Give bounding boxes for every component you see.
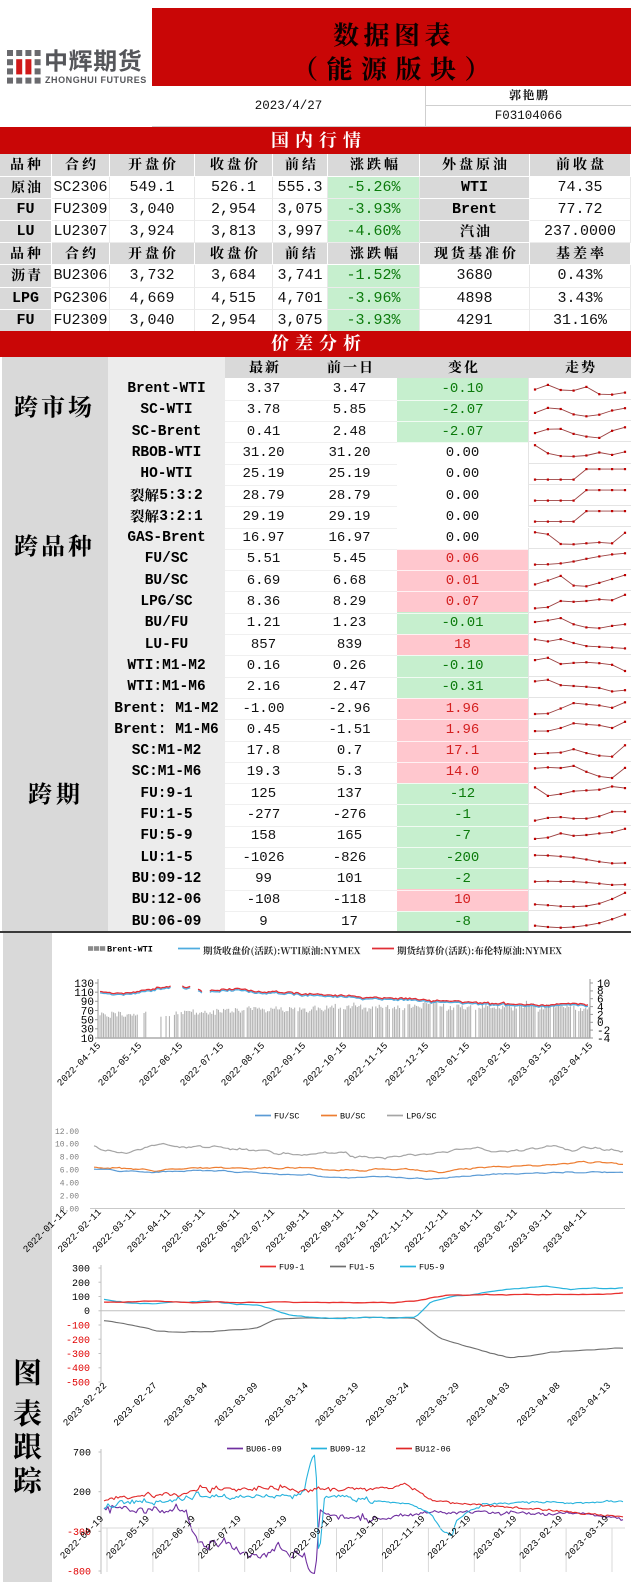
svg-text:LPG/SC: LPG/SC bbox=[406, 1112, 437, 1122]
svg-text:4.00: 4.00 bbox=[60, 1180, 79, 1189]
svg-text:2022-08-19: 2022-08-19 bbox=[242, 1513, 290, 1561]
svg-text:6.00: 6.00 bbox=[60, 1167, 79, 1176]
svg-text:FU9-1: FU9-1 bbox=[279, 1263, 305, 1273]
svg-text:FU/SC: FU/SC bbox=[274, 1112, 300, 1122]
svg-text:2023-03-24: 2023-03-24 bbox=[363, 1380, 411, 1428]
svg-text:10: 10 bbox=[81, 1034, 94, 1046]
svg-text:12.00: 12.00 bbox=[55, 1128, 79, 1137]
svg-text:-100: -100 bbox=[66, 1322, 90, 1333]
svg-text:2022-05-19: 2022-05-19 bbox=[104, 1513, 152, 1561]
svg-text:10.00: 10.00 bbox=[55, 1141, 79, 1150]
svg-text:2022-07-19: 2022-07-19 bbox=[196, 1513, 244, 1561]
svg-text:100: 100 bbox=[72, 1293, 90, 1304]
svg-text:2023-01-19: 2023-01-19 bbox=[471, 1513, 519, 1561]
svg-text:8.00: 8.00 bbox=[60, 1154, 79, 1163]
svg-text:2022-12-19: 2022-12-19 bbox=[425, 1513, 473, 1561]
svg-text:2: 2 bbox=[597, 1010, 604, 1022]
svg-text:0: 0 bbox=[84, 1307, 90, 1318]
svg-text:2023-04-03: 2023-04-03 bbox=[464, 1380, 512, 1428]
svg-text:-300: -300 bbox=[66, 1350, 90, 1361]
svg-text:BU09-12: BU09-12 bbox=[330, 1445, 366, 1455]
svg-text:2023-03-09: 2023-03-09 bbox=[212, 1380, 260, 1428]
svg-text:2022-11-19: 2022-11-19 bbox=[379, 1513, 427, 1561]
svg-text:50: 50 bbox=[81, 1016, 94, 1028]
svg-text:2023-04-15: 2023-04-15 bbox=[547, 1040, 595, 1088]
svg-text:Brent-WTI: Brent-WTI bbox=[107, 945, 153, 955]
svg-text:2022-10-19: 2022-10-19 bbox=[334, 1513, 382, 1561]
svg-text:2023-03-04: 2023-03-04 bbox=[162, 1380, 210, 1428]
svg-text:70: 70 bbox=[81, 1006, 94, 1018]
svg-text:4: 4 bbox=[597, 1002, 604, 1014]
svg-text:110: 110 bbox=[74, 988, 94, 1000]
svg-text:BU/SC: BU/SC bbox=[340, 1112, 366, 1122]
svg-text:2023-03-19: 2023-03-19 bbox=[563, 1513, 611, 1561]
svg-text:700: 700 bbox=[73, 1449, 91, 1460]
svg-text:2022-09-19: 2022-09-19 bbox=[288, 1513, 336, 1561]
svg-text:2023-02-19: 2023-02-19 bbox=[517, 1513, 565, 1561]
svg-text:2022-04-19: 2022-04-19 bbox=[58, 1513, 106, 1561]
svg-text:2.00: 2.00 bbox=[60, 1192, 79, 1201]
svg-text:0.00: 0.00 bbox=[60, 1205, 79, 1214]
svg-text:200: 200 bbox=[73, 1488, 91, 1499]
svg-text:2023-04-13: 2023-04-13 bbox=[565, 1380, 613, 1428]
svg-text:2023-02-27: 2023-02-27 bbox=[111, 1380, 159, 1428]
svg-text:-800: -800 bbox=[67, 1568, 91, 1579]
svg-text:10: 10 bbox=[597, 979, 610, 991]
svg-text:-2: -2 bbox=[597, 1026, 610, 1038]
svg-text:-400: -400 bbox=[66, 1364, 90, 1375]
svg-text:6: 6 bbox=[597, 995, 604, 1007]
svg-text:-200: -200 bbox=[66, 1336, 90, 1347]
svg-text:30: 30 bbox=[81, 1025, 94, 1037]
svg-text:2023-04-08: 2023-04-08 bbox=[515, 1380, 563, 1428]
svg-text:0: 0 bbox=[597, 1018, 604, 1030]
svg-text:-300: -300 bbox=[67, 1528, 91, 1539]
svg-text:90: 90 bbox=[81, 997, 94, 1009]
svg-text:BU06-09: BU06-09 bbox=[246, 1445, 282, 1455]
svg-text:FU1-5: FU1-5 bbox=[349, 1263, 375, 1273]
svg-text:200: 200 bbox=[72, 1279, 90, 1290]
svg-text:-4: -4 bbox=[597, 1034, 611, 1046]
svg-text:FU5-9: FU5-9 bbox=[419, 1263, 445, 1273]
svg-text:2022-06-19: 2022-06-19 bbox=[150, 1513, 198, 1561]
svg-text:8: 8 bbox=[597, 987, 604, 999]
svg-text:2023-03-14: 2023-03-14 bbox=[263, 1380, 311, 1428]
svg-text:BU12-06: BU12-06 bbox=[415, 1445, 451, 1455]
svg-text:300: 300 bbox=[72, 1265, 90, 1276]
svg-text:-500: -500 bbox=[66, 1379, 90, 1390]
svg-text:2023-03-19: 2023-03-19 bbox=[313, 1380, 361, 1428]
svg-text:2023-03-29: 2023-03-29 bbox=[414, 1380, 462, 1428]
svg-text:130: 130 bbox=[74, 979, 94, 991]
